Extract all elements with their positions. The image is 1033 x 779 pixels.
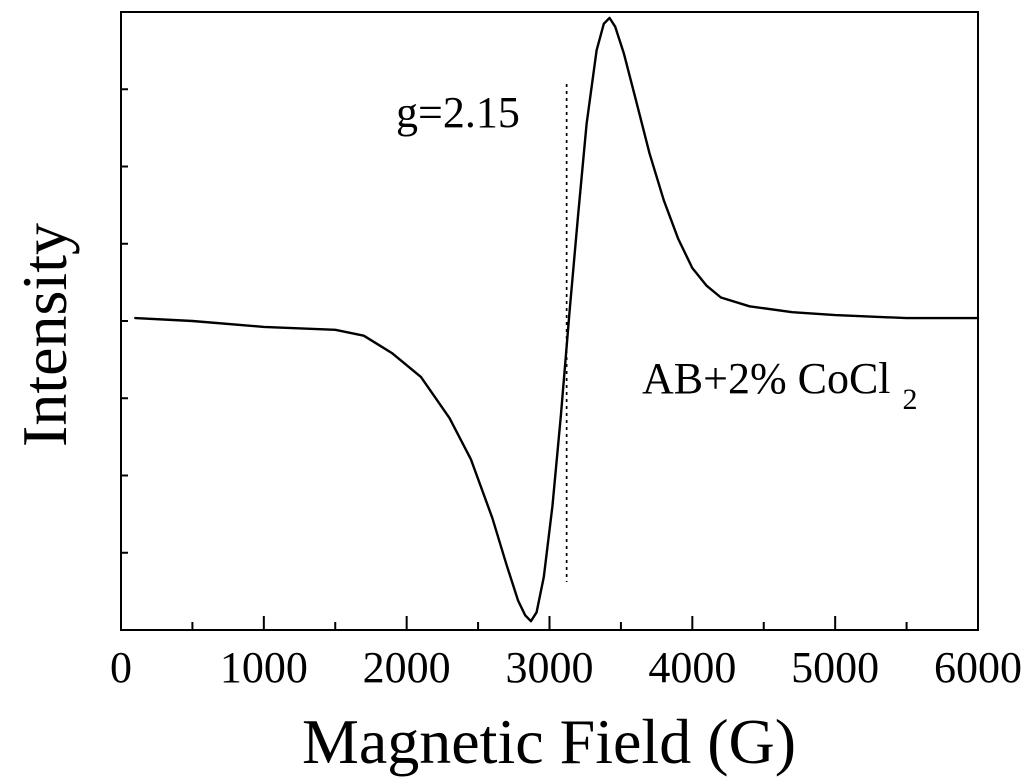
y-axis-ticks	[121, 88, 128, 554]
x-tick-label: 1000	[220, 643, 308, 692]
x-tick-label: 0	[110, 643, 132, 692]
x-axis-ticks	[120, 616, 979, 630]
x-tick-label: 4000	[648, 643, 736, 692]
x-tick-label: 5000	[791, 643, 879, 692]
x-tick-label: 3000	[506, 643, 594, 692]
g-factor-label: g=2.15	[396, 88, 520, 137]
series-line	[134, 16, 980, 623]
sample-label: AB+2% CoCl 2	[642, 354, 918, 416]
y-axis-title: Intensity	[9, 223, 80, 447]
x-tick-label: 6000	[934, 643, 1022, 692]
sample-label-subscript: 2	[903, 383, 918, 416]
sample-label-main: AB+2% CoCl	[642, 354, 891, 403]
x-tick-label: 2000	[363, 643, 451, 692]
x-axis-tick-labels: 0 1000 2000 3000 4000 5000 6000	[110, 643, 1022, 692]
x-axis-title: Magnetic Field (G)	[302, 706, 796, 777]
